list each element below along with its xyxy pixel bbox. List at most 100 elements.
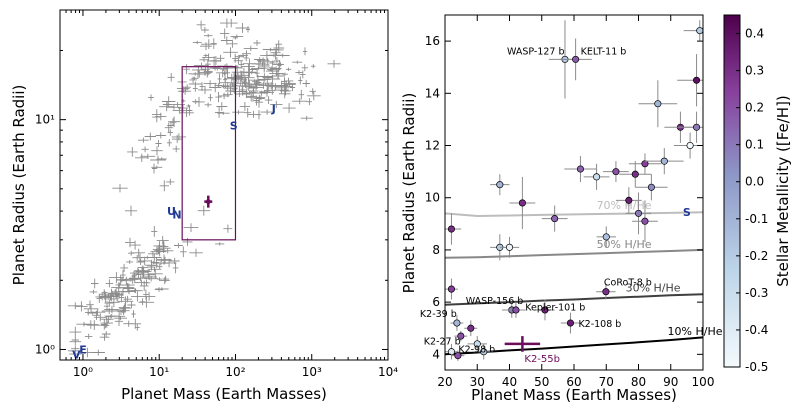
right-x-tick-label: 80	[631, 375, 646, 389]
planet-point	[480, 348, 488, 356]
right-y-tick-label: 14	[425, 86, 440, 100]
planet-point	[660, 157, 668, 165]
right-x-tick-label: 60	[566, 375, 581, 389]
right-axis-ticks: 20 30 40 50 60 70 80 90 100 4 6 8 10 12 14 16	[425, 15, 715, 389]
planet-annotation: WASP-127 b	[507, 46, 565, 57]
left-x-tick-label: 10¹	[149, 365, 169, 379]
planet-annotation: WASP-156 b	[466, 296, 524, 307]
planet-point	[496, 181, 504, 189]
left-solar-system-label: N	[172, 209, 181, 222]
planet-point	[625, 196, 633, 204]
left-x-tick-label: 10³	[302, 365, 322, 379]
left-y-axis-label: Planet Radius (Earth Radii)	[10, 85, 28, 286]
colorbar-tick-label: 0.0	[745, 175, 764, 189]
right-x-tick-label: 30	[470, 375, 485, 389]
planet-point	[634, 209, 643, 217]
left-solar-system-label: V	[72, 349, 81, 362]
target-label: K2-55b	[524, 354, 560, 365]
planet-point	[512, 306, 520, 314]
planet-point	[576, 165, 585, 173]
left-x-tick-label: 10⁴	[378, 365, 398, 379]
planet-point	[447, 225, 456, 233]
colorbar-tick-label: 0.3	[745, 64, 764, 78]
left-x-axis-label: Planet Mass (Earth Masses)	[121, 385, 327, 403]
left-data-layer: VE UN S J	[67, 18, 341, 362]
planet-point	[696, 27, 704, 35]
colorbar-tick-label: -0.1	[745, 212, 768, 226]
right-y-tick-label: 10	[425, 191, 440, 205]
target-error-bar	[504, 336, 541, 352]
right-panel: 70% H/He 50% H/He 30% H/He 10% H/He S K2-55b W…	[400, 14, 723, 404]
planet-point	[612, 168, 620, 176]
planet-point	[641, 217, 649, 225]
left-highlight-point	[205, 199, 211, 205]
left-solar-system-label: S	[230, 119, 238, 132]
left-axis-ticks: 10⁰ 10¹ 10² 10³ 10⁴ 10⁰ 10¹	[35, 10, 398, 379]
right-x-tick-label: 100	[692, 375, 715, 389]
left-x-tick-label: 10⁰	[73, 365, 93, 379]
planet-point	[505, 243, 514, 251]
planet-point	[572, 55, 580, 63]
left-x-tick-label: 10²	[225, 365, 245, 379]
right-x-tick-label: 50	[534, 375, 549, 389]
colorbar-gradient	[723, 14, 741, 368]
planet-point	[457, 332, 465, 340]
colorbar-tick-label: -0.5	[745, 360, 768, 374]
right-x-tick-label: 70	[599, 375, 614, 389]
left-panel: VE UN S J 10⁰ 10¹ 10² 10³ 10⁴ 10⁰ 10¹ Planet Mass…	[10, 9, 398, 403]
model-curve	[444, 248, 704, 259]
planet-point	[641, 160, 649, 168]
planet-point	[551, 215, 559, 223]
planet-annotation: K2-98 b	[458, 345, 495, 356]
colorbar-tick-label: -0.4	[745, 323, 768, 337]
left-population-error-bars	[67, 18, 341, 358]
colorbar-ticks: -0.5 -0.4 -0.3 -0.2 -0.1 0.0 0.1 0.2 0.3 0.4	[736, 27, 768, 374]
planet-point	[473, 340, 481, 348]
planet-point	[654, 100, 662, 108]
planet-point	[454, 352, 462, 360]
planet-point	[467, 324, 475, 332]
right-plot-frame	[444, 14, 704, 371]
planet-point	[602, 288, 610, 296]
right-y-axis-label: Planet Radius (Earth Radii)	[400, 93, 418, 294]
right-x-axis-label: Planet Mass (Earth Masses)	[471, 386, 677, 404]
model-label: 30% H/He	[626, 282, 681, 295]
right-x-tick-label: 90	[663, 375, 678, 389]
planet-annotation: CoRoT-8 b	[604, 278, 652, 289]
planet-point	[447, 285, 456, 293]
model-label: 10% H/He	[668, 325, 723, 338]
planet-point	[631, 170, 639, 178]
planet-point	[686, 141, 694, 150]
colorbar-tick-label: 0.4	[745, 27, 764, 41]
right-y-tick-label: 4	[432, 347, 440, 361]
left-y-tick-label: 10¹	[35, 113, 55, 127]
planet-point	[453, 319, 461, 327]
colorbar-tick-label: -0.3	[745, 286, 768, 300]
planet-annotation: KELT-11 b	[581, 46, 627, 57]
colorbar-tick-label: 0.1	[745, 138, 764, 152]
left-plot-frame	[59, 9, 389, 361]
left-solar-system-label: J	[271, 102, 276, 115]
colorbar-tick-label: -0.2	[745, 249, 768, 263]
left-solar-system-label: U	[167, 205, 176, 218]
colorbar: -0.5 -0.4 -0.3 -0.2 -0.1 0.0 0.1 0.2 0.3 0.4 Stel…	[723, 14, 792, 374]
planet-point	[602, 233, 610, 241]
model-label: 50% H/He	[597, 238, 652, 251]
planet-point	[593, 173, 601, 181]
planet-annotation: K2-39 b	[420, 309, 457, 320]
right-y-tick-label: 16	[425, 34, 440, 48]
colorbar-label: Stellar Metallicity ([Fe/H])	[774, 95, 792, 287]
planet-point	[692, 123, 701, 131]
saturn-label: S	[683, 206, 691, 219]
model-curve	[444, 293, 704, 306]
right-y-tick-label: 8	[432, 243, 440, 257]
planet-point	[647, 183, 655, 191]
planet-point	[566, 319, 575, 327]
model-label: 70% H/He	[597, 199, 652, 212]
zoom-box	[181, 66, 237, 241]
planet-point	[518, 199, 526, 207]
right-y-tick-label: 12	[425, 139, 440, 153]
right-x-tick-label: 20	[437, 375, 452, 389]
planet-annotation: Kepler-101 b	[525, 302, 585, 313]
